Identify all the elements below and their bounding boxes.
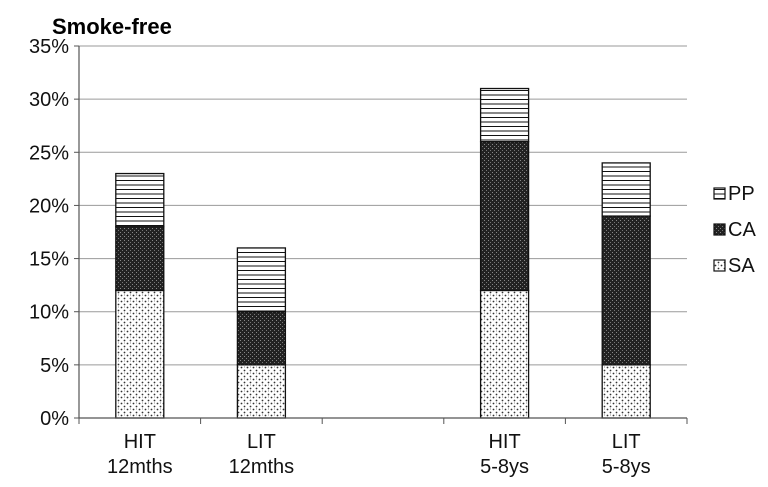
- x-tick-label: 5-8ys: [602, 456, 651, 478]
- x-tick-label: 5-8ys: [480, 456, 529, 478]
- x-tick-label: HIT: [488, 431, 520, 453]
- bar-segment-ca: [601, 215, 651, 366]
- bar-segment-sa: [236, 364, 287, 419]
- legend-swatch-pp: [713, 187, 726, 200]
- bar-segment-sa: [115, 289, 165, 419]
- y-tick-label: 15%: [29, 249, 69, 271]
- legend-label: SA: [728, 255, 755, 277]
- y-axis-ticks: 0% 5% 10% 15% 20% 25% 30% 35%: [29, 36, 79, 430]
- bar-segment-sa: [479, 289, 530, 419]
- bar-segment-pp: [479, 87, 530, 143]
- bar-segment-ca: [115, 226, 165, 292]
- x-tick-label: 12mths: [107, 456, 173, 478]
- x-axis-labels: HIT 12mths LIT 12mths HIT 5-8ys LIT 5-8ys: [107, 431, 651, 478]
- x-tick-label: LIT: [247, 431, 276, 453]
- x-tick-label: HIT: [124, 431, 156, 453]
- y-tick-label: 5%: [40, 355, 69, 377]
- y-tick-label: 25%: [29, 142, 69, 164]
- axes: [78, 46, 688, 424]
- bars: [115, 87, 651, 419]
- bar-segment-pp: [236, 247, 287, 313]
- x-tick-label: LIT: [612, 431, 641, 453]
- legend-label: PP: [728, 183, 755, 205]
- legend-swatch-sa: [713, 259, 726, 272]
- y-tick-label: 35%: [29, 36, 69, 58]
- bar-segment-pp: [601, 162, 651, 217]
- legend-label: CA: [728, 219, 756, 241]
- x-tick-label: 12mths: [229, 456, 295, 478]
- y-tick-label: 20%: [29, 195, 69, 217]
- bar-segment-ca: [236, 311, 287, 366]
- bar-segment-ca: [479, 141, 530, 292]
- y-tick-label: 0%: [40, 408, 69, 430]
- legend-swatch-ca: [713, 223, 726, 236]
- bar-segment-sa: [601, 364, 651, 419]
- gridlines: [79, 45, 687, 366]
- y-tick-label: 10%: [29, 302, 69, 324]
- bar-segment-pp: [115, 172, 165, 228]
- chart-title: Smoke-free: [52, 14, 172, 39]
- legend: PP CA SA: [713, 183, 756, 277]
- y-tick-label: 30%: [29, 89, 69, 111]
